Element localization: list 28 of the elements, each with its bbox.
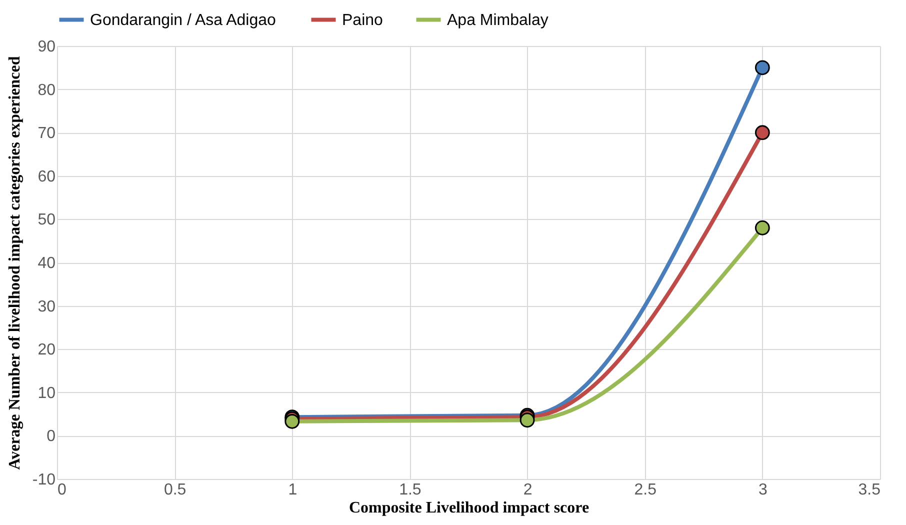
x-tick-label: 3.5	[858, 482, 881, 498]
point	[754, 125, 770, 140]
point	[520, 412, 535, 428]
y-tick-label: 50	[38, 212, 56, 229]
x-tick-label: 1.5	[399, 482, 422, 498]
legend-label: Apa Mimbalay	[447, 12, 548, 29]
y-tick-label: 60	[38, 168, 56, 186]
x-tick-label: 2	[523, 482, 532, 498]
legend-label: Paino	[342, 12, 384, 29]
y-tick-label: 90	[38, 38, 56, 56]
y-tick-label: 0	[46, 428, 56, 446]
y-tick-label: 10	[38, 384, 56, 402]
x-axis-title: Composite Livelihood impact score	[348, 500, 590, 516]
y-tick-label: 20	[38, 342, 56, 359]
y-tick-label: -10	[32, 472, 56, 488]
y-tick-label: 70	[38, 125, 56, 142]
y-tick-label: 40	[38, 255, 56, 272]
y-tick-label: 30	[38, 298, 56, 316]
x-tick-label: 2.5	[634, 482, 657, 498]
x-tick-label: 0.5	[164, 482, 186, 498]
y-axis-title: Average Number of livelihood impact categories experienced	[6, 56, 24, 470]
legend-label: Gondarangin / Asa Adigao	[90, 12, 276, 29]
point	[754, 60, 770, 76]
y-tick-label: 80	[38, 82, 56, 99]
x-tick-label: 1	[288, 482, 298, 498]
point	[754, 220, 770, 236]
x-tick-label: 3	[758, 482, 768, 498]
x-tick-label: 0	[58, 482, 66, 498]
